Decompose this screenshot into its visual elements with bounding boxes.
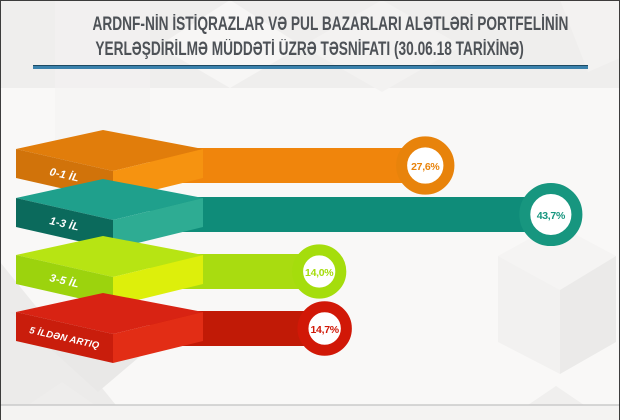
slab-side-face — [113, 312, 203, 363]
chart-title-line-2: YERLƏŞDİRİLMƏ MÜDDƏTİ ÜZRƏ TƏSNİFATI (30… — [95, 39, 525, 60]
bar-row: 43,7%1-3 İL — [16, 179, 583, 249]
bg-cube-top-face — [498, 224, 616, 290]
slab-front-face — [16, 198, 113, 249]
slab-side-face — [113, 198, 203, 249]
chart-title-line-1: ARDNF-NİN İSTİQRAZLAR VƏ PUL BAZARLARI A… — [92, 14, 569, 35]
slab-top-face — [16, 130, 203, 171]
bar-row: 14,0%3-5 İL — [16, 236, 347, 306]
bar — [150, 197, 551, 232]
slab-top-face — [16, 179, 203, 220]
value-label: 14,0% — [305, 267, 334, 279]
chart-header: ARDNF-NİN İSTİQRAZLAR VƏ PUL BAZARLARI A… — [0, 12, 620, 69]
value-badge-ring — [292, 244, 347, 299]
bottom-strip — [0, 404, 620, 420]
bg-triangle — [528, 386, 584, 405]
value-label: 14,7% — [311, 324, 340, 336]
slab-side-face — [113, 255, 203, 306]
bottom-strip-bg — [0, 405, 620, 420]
slab-front-face — [16, 312, 113, 363]
value-badge-ring — [396, 136, 455, 195]
slab-top-face — [16, 293, 203, 334]
slab-front-face — [16, 255, 113, 306]
value-badge-ring — [297, 301, 352, 356]
bg-cube-right-face — [560, 256, 616, 374]
value-badge-ring — [519, 182, 583, 247]
value-label: 27,6% — [411, 161, 440, 173]
value-label: 43,7% — [537, 210, 566, 222]
slab-top-face — [16, 236, 203, 277]
bg-triangle — [28, 382, 95, 405]
bg-cube-left-face — [498, 256, 560, 374]
bar-row: 14,7%5 İLDƏN ARTIQ — [16, 293, 352, 363]
bg-diamond — [302, 0, 462, 92]
bg-cube-corner — [560, 0, 620, 72]
title-underline — [32, 65, 588, 69]
